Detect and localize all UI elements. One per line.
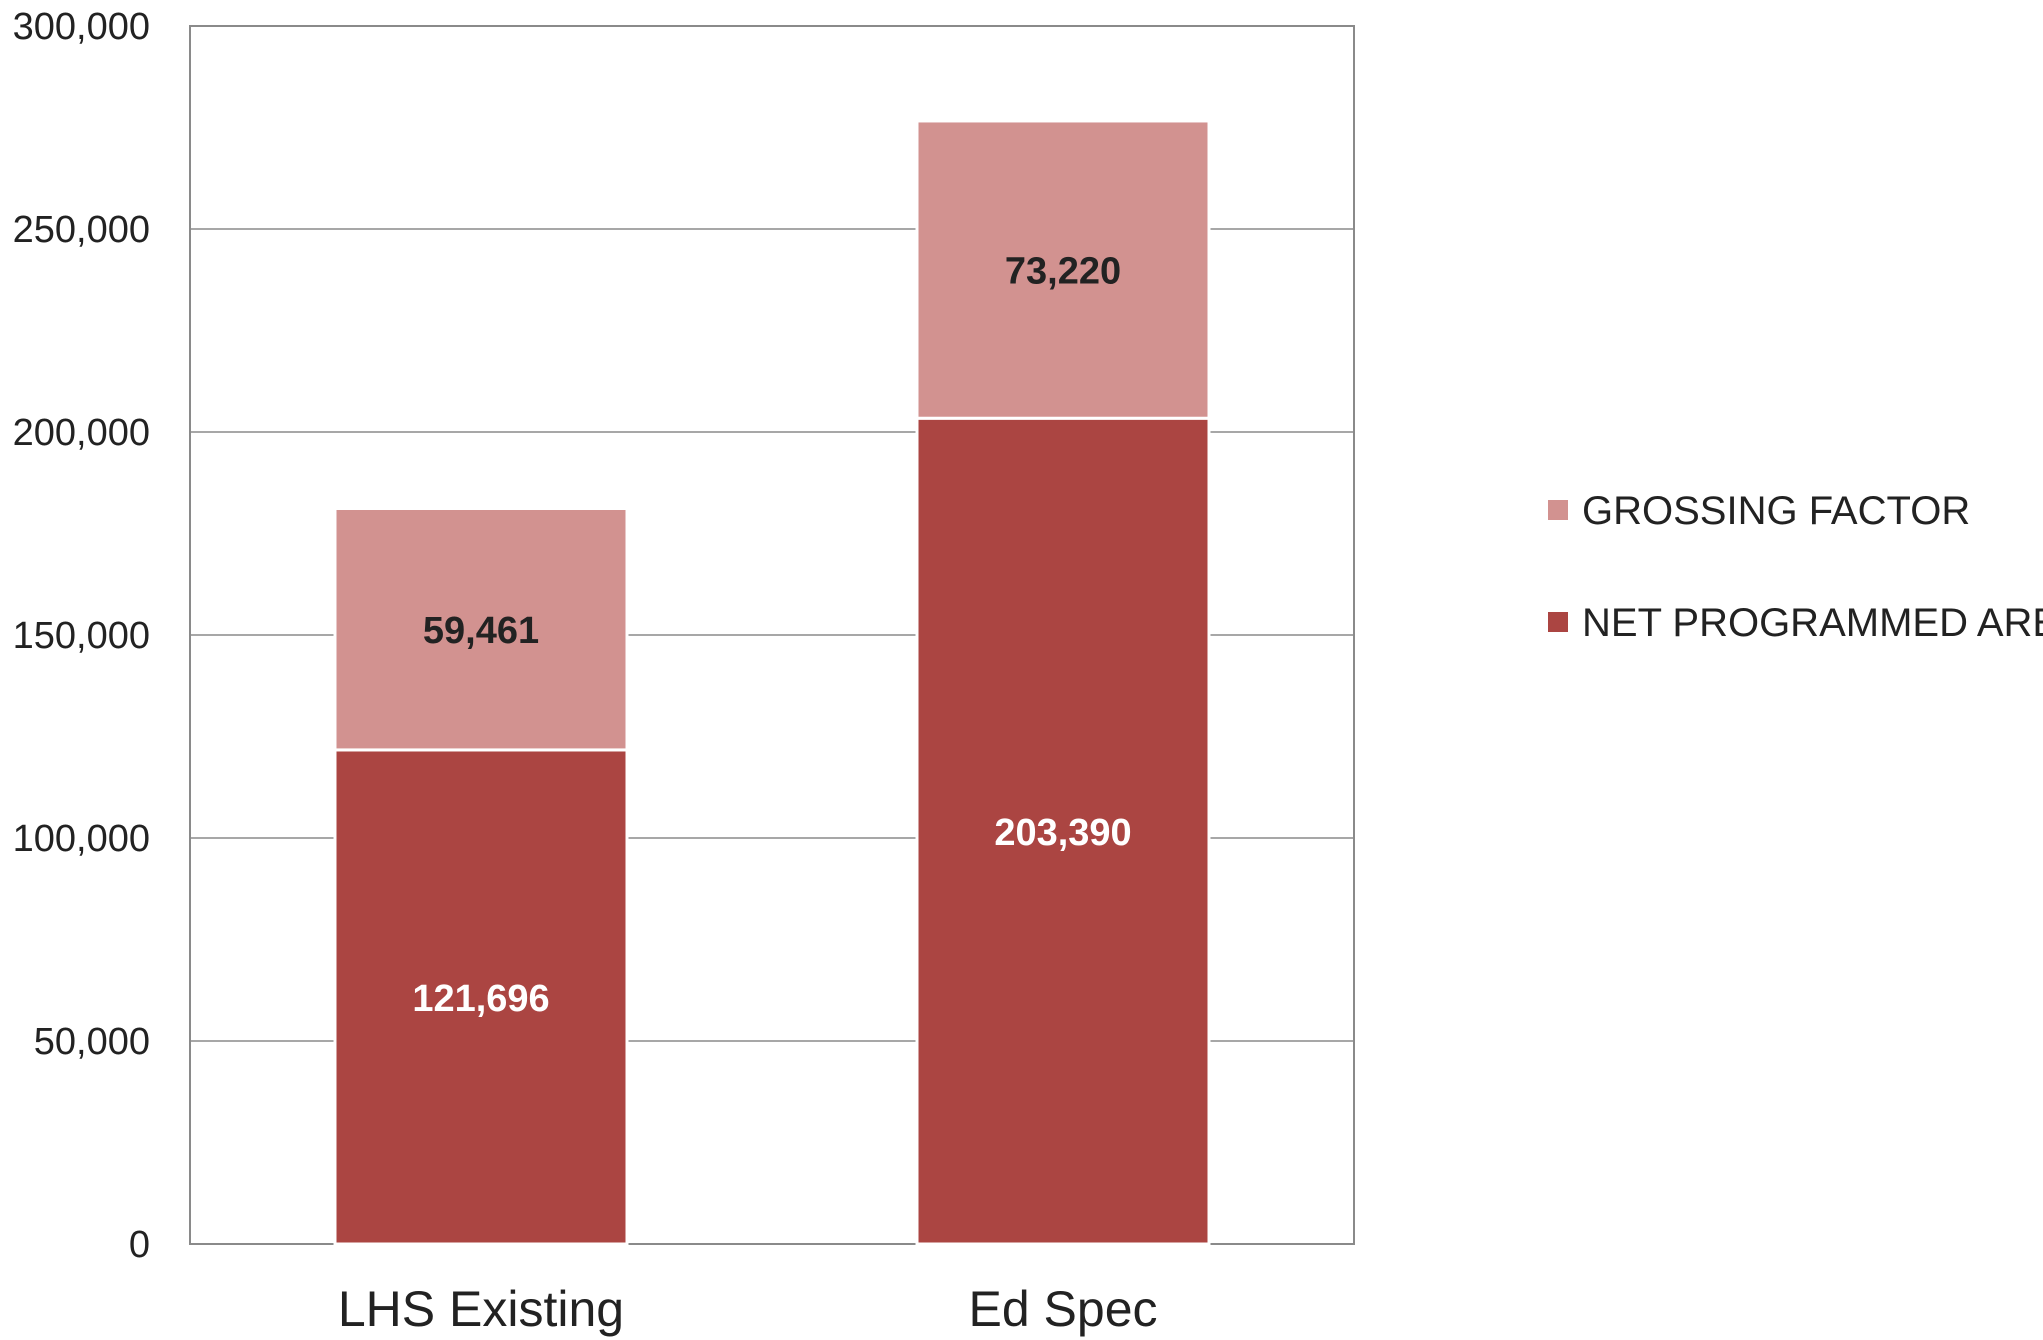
- x-axis-category-labels: LHS Existing Ed Spec: [338, 1281, 1158, 1337]
- legend-swatch: [1548, 612, 1568, 632]
- data-label: 59,461: [423, 610, 539, 652]
- y-tick-label: 0: [129, 1224, 150, 1266]
- bar-segment: [915, 416, 1211, 1246]
- legend-label: GROSSING FACTOR: [1582, 489, 1970, 533]
- bar-segment: [333, 507, 629, 752]
- data-label: 203,390: [994, 812, 1131, 854]
- x-category-label: Ed Spec: [968, 1281, 1157, 1337]
- y-tick-label: 200,000: [13, 412, 150, 454]
- y-tick-label: 300,000: [13, 6, 150, 48]
- y-tick-label: 150,000: [13, 615, 150, 657]
- y-axis-tick-labels: 0 50,000 100,000 150,000 200,000 250,000 300,0…: [13, 6, 150, 1266]
- bars: [333, 119, 1211, 1246]
- data-label: 121,696: [412, 978, 549, 1020]
- legend-swatch: [1548, 500, 1568, 520]
- y-tick-label: 50,000: [34, 1021, 150, 1063]
- data-labels: 121,696 59,461 203,390 73,220: [412, 251, 1131, 1020]
- data-label: 73,220: [1005, 251, 1121, 293]
- y-tick-label: 250,000: [13, 209, 150, 251]
- bar-segment: [333, 748, 629, 1246]
- legend-label: NET PROGRAMMED AREA: [1582, 601, 2043, 645]
- x-category-label: LHS Existing: [338, 1281, 624, 1337]
- legend: GROSSING FACTOR NET PROGRAMMED AREA: [1548, 489, 2043, 645]
- y-tick-label: 100,000: [13, 818, 150, 860]
- bar-segment: [915, 119, 1211, 420]
